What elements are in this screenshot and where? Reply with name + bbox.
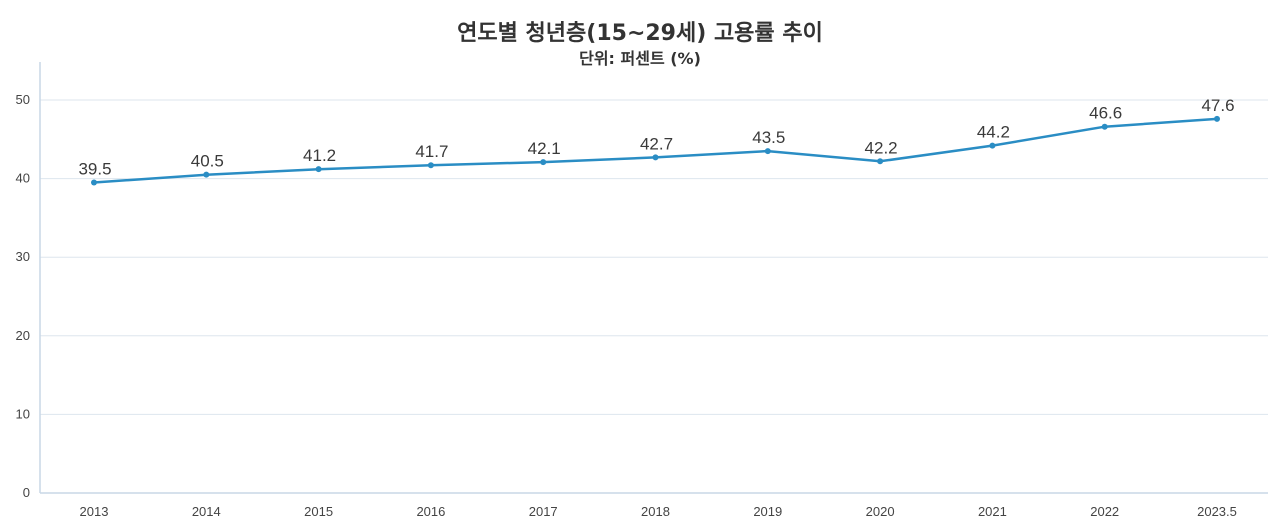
x-tick-label: 2020 — [866, 504, 895, 519]
y-axis-ticks: 0 10 20 30 40 50 — [16, 92, 30, 500]
data-label: 46.6 — [1089, 104, 1122, 123]
x-tick-label: 2013 — [80, 504, 109, 519]
data-point[interactable] — [1214, 115, 1220, 122]
data-point[interactable] — [764, 148, 771, 155]
gridlines — [40, 99, 1268, 415]
data-label: 47.6 — [1201, 96, 1234, 115]
x-tick-label: 2018 — [641, 504, 670, 519]
data-point[interactable] — [315, 166, 322, 173]
data-point[interactable] — [540, 159, 547, 166]
y-tick-label: 10 — [16, 406, 30, 421]
chart-subtitle: 단위: 퍼센트 (%) — [579, 49, 701, 68]
axes — [39, 62, 1268, 494]
y-tick-label: 40 — [16, 171, 30, 186]
x-tick-label: 2023.5 — [1197, 504, 1237, 519]
x-tick-label: 2017 — [529, 504, 558, 519]
x-tick-label: 2015 — [304, 504, 333, 519]
y-tick-label: 30 — [16, 249, 30, 264]
data-point[interactable] — [427, 162, 434, 169]
x-tick-label: 2016 — [416, 504, 445, 519]
data-label: 39.5 — [78, 160, 111, 179]
data-point[interactable] — [652, 154, 659, 161]
x-tick-label: 2014 — [192, 504, 221, 519]
data-label: 42.2 — [865, 138, 898, 157]
data-label: 41.2 — [303, 146, 336, 165]
data-label: 42.1 — [528, 139, 561, 158]
data-label: 44.2 — [977, 123, 1010, 142]
data-label: 41.7 — [415, 142, 448, 161]
y-tick-label: 20 — [16, 328, 30, 343]
data-point[interactable] — [989, 142, 996, 149]
data-point[interactable] — [203, 171, 210, 178]
data-point[interactable] — [1101, 123, 1108, 130]
chart-title: 연도별 청년층(15~29세) 고용률 추이 — [457, 21, 823, 46]
data-label: 43.5 — [752, 128, 785, 147]
x-tick-label: 2021 — [978, 504, 1007, 519]
data-point[interactable] — [877, 158, 884, 165]
x-tick-label: 2022 — [1090, 504, 1119, 519]
data-label: 42.7 — [640, 134, 673, 153]
data-point[interactable] — [91, 179, 97, 186]
data-label: 40.5 — [191, 152, 224, 171]
x-tick-label: 2019 — [753, 504, 782, 519]
data-labels: 39.5 40.5 41.2 41.7 42.1 42.7 43.5 42.2 44.2 46.6… — [78, 96, 1234, 179]
series-employment-rate — [91, 115, 1220, 186]
y-tick-label: 0 — [23, 485, 30, 500]
x-axis-ticks: 2013 2014 2015 2016 2017 2018 2019 2020 2021 2022… — [80, 504, 1237, 519]
y-tick-label: 50 — [16, 92, 30, 107]
